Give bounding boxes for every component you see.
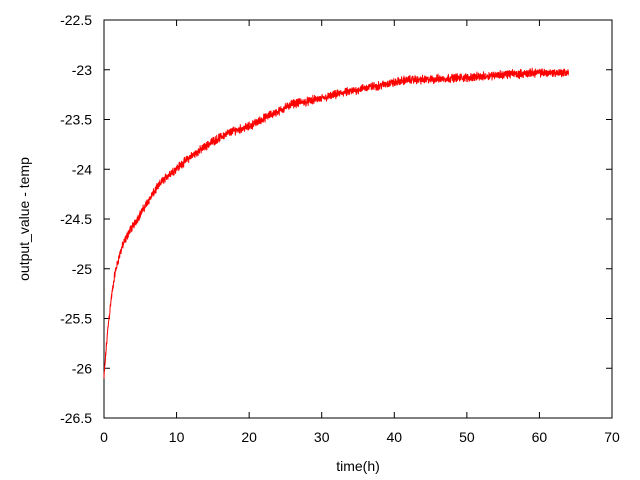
x-tick-labels: 0 10 20 30 40 50 60 70 <box>100 429 620 445</box>
x-tick-label: 20 <box>241 429 257 445</box>
y-tick-label: -25.5 <box>60 311 92 327</box>
y-tick-label: -23.5 <box>60 112 92 128</box>
y-axis-label: output_value - temp <box>16 157 32 281</box>
y-tick-label: -26 <box>72 360 92 376</box>
x-tick-label: 30 <box>314 429 330 445</box>
x-tick-label: 0 <box>100 429 108 445</box>
y-tick-label: -22.5 <box>60 12 92 28</box>
series-line <box>103 67 569 379</box>
y-tick-label: -26.5 <box>60 410 92 426</box>
series-group <box>103 67 569 379</box>
y-tick-label: -23 <box>72 62 92 78</box>
x-axis-label: time(h) <box>336 458 380 474</box>
x-tick-label: 10 <box>169 429 185 445</box>
axis-ticks <box>103 19 613 419</box>
x-tick-label: 60 <box>532 429 548 445</box>
x-tick-label: 50 <box>459 429 475 445</box>
y-tick-labels: -26.5 -26 -25.5 -25 -24.5 -24 -23.5 -23 -22.5 <box>60 12 92 426</box>
x-tick-label: 70 <box>604 429 620 445</box>
plot-frame <box>103 19 613 419</box>
y-tick-label: -25 <box>72 261 92 277</box>
x-tick-label: 40 <box>386 429 402 445</box>
y-tick-label: -24.5 <box>60 211 92 227</box>
y-tick-label: -24 <box>72 161 92 177</box>
